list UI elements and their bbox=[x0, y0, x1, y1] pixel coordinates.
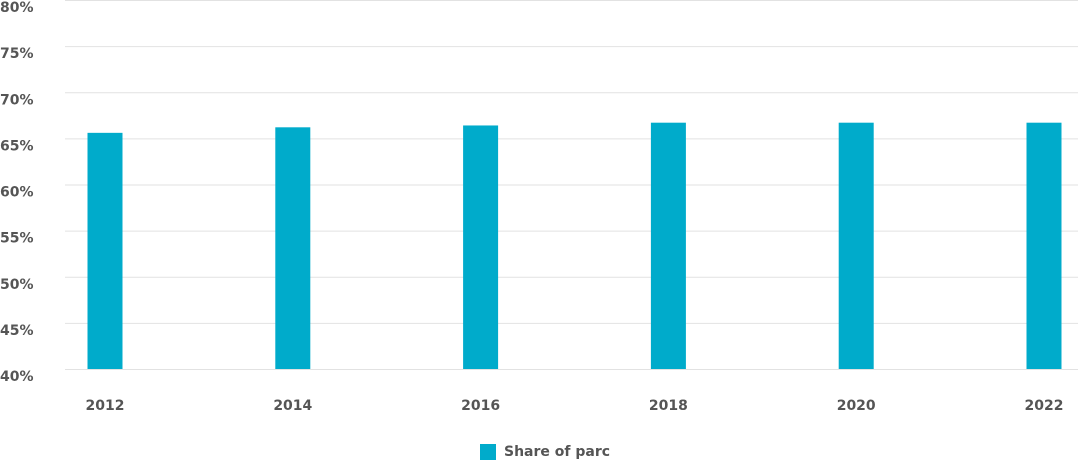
x-tick-label: 2014 bbox=[273, 398, 312, 414]
x-tick-label: 2016 bbox=[461, 398, 500, 414]
y-tick-label: 65% bbox=[0, 138, 34, 154]
y-tick-label: 70% bbox=[0, 92, 34, 108]
y-tick-label: 80% bbox=[0, 0, 34, 16]
y-tick-label: 75% bbox=[0, 46, 34, 62]
x-tick-label: 2018 bbox=[649, 398, 688, 414]
y-tick-label: 45% bbox=[0, 323, 34, 339]
x-tick-label: 2020 bbox=[837, 398, 876, 414]
y-tick-label: 50% bbox=[0, 277, 34, 293]
x-tick-label: 2012 bbox=[86, 398, 125, 414]
x-tick-label: 2022 bbox=[1025, 398, 1064, 414]
bar bbox=[1026, 122, 1062, 369]
bar bbox=[463, 125, 499, 370]
legend-swatch bbox=[480, 444, 496, 460]
y-tick-label: 60% bbox=[0, 185, 34, 201]
y-tick-label: 40% bbox=[0, 369, 34, 385]
bar bbox=[650, 122, 686, 369]
bar bbox=[275, 127, 311, 370]
y-tick-label: 55% bbox=[0, 231, 34, 247]
bar bbox=[838, 122, 874, 369]
legend-label: Share of parc bbox=[504, 444, 610, 460]
bar bbox=[87, 132, 123, 369]
